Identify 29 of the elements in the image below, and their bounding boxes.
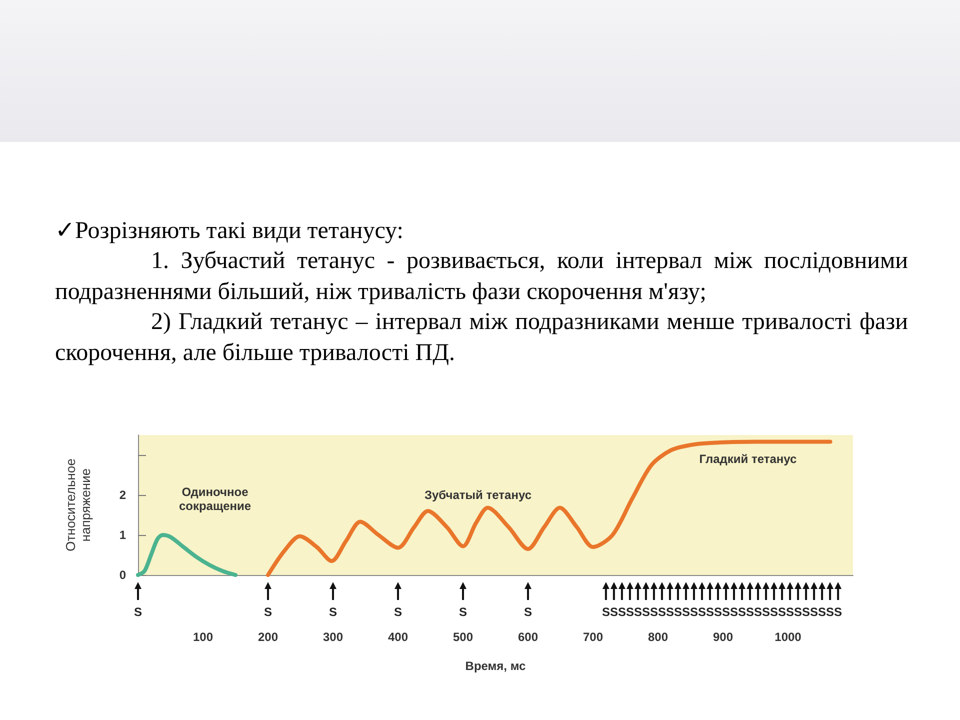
text: S xyxy=(394,605,402,619)
y-tick-label: 2 xyxy=(119,488,126,502)
annotation: Одиночное сокращение xyxy=(178,485,252,513)
text: S xyxy=(328,605,338,619)
x-axis-title: Время, мс xyxy=(465,659,526,673)
text: S xyxy=(524,605,532,619)
x-tick-label: 200 xyxy=(258,630,278,644)
chart-title: ✓Розрізняють такі види тетанусу: xyxy=(55,217,404,245)
x-tick-label: 600 xyxy=(518,630,538,644)
y-axis-title: Относительное напряжение xyxy=(63,458,93,552)
text: S xyxy=(458,605,468,619)
x-tick-label: 100 xyxy=(192,630,214,644)
text: SSSSSSSSSSSSSSSSSSSSSSSSSSSSSS xyxy=(602,605,842,619)
text: S xyxy=(264,605,272,619)
x-tick-label: 800 xyxy=(648,630,668,644)
x-tick-label: 700 xyxy=(582,630,604,644)
chart-subtitle: 1. Зубчастий тетанус - розвивається, коли інтервал між послідовними подразненнями більший, ніж тривалість фази скорочення м'язу; 2) Гладкий тетанус – інтервал між подразниками менше тривалості фази скорочення, але більше тривалості ПД. xyxy=(55,247,908,368)
y-tick-label: 1 xyxy=(119,528,126,542)
line-series xyxy=(136,533,238,577)
y-tick-label: 0 xyxy=(119,568,126,582)
x-tick-label: 900 xyxy=(712,630,734,644)
annotation: Зубчатый тетанус xyxy=(424,488,532,502)
x-tick-label: 500 xyxy=(452,630,474,644)
text: S xyxy=(134,605,142,619)
annotation: Гладкий тетанус xyxy=(699,452,797,466)
x-tick-label: 400 xyxy=(388,630,408,644)
x-tick-label: 300 xyxy=(322,630,344,644)
x-tick-label: 1000 xyxy=(774,630,802,644)
line-series xyxy=(266,440,832,577)
